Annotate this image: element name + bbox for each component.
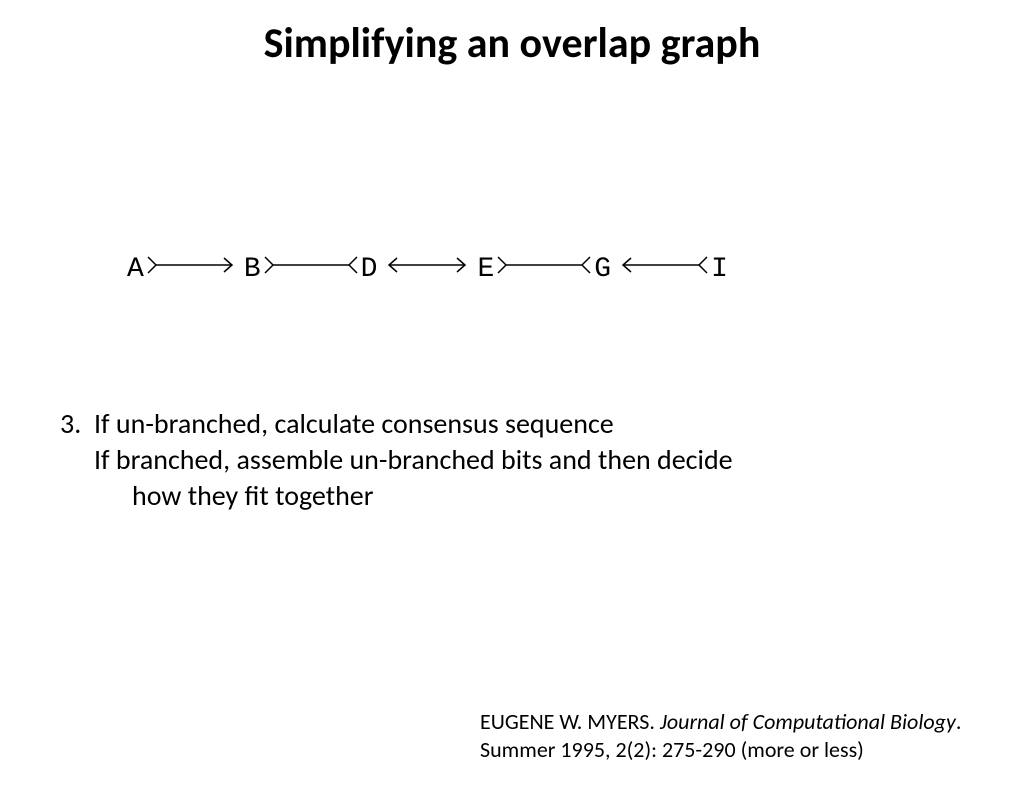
citation-journal: Journal of Computational Biology xyxy=(660,708,956,735)
citation-author: EUGENE W. MYERS. xyxy=(480,708,655,735)
body-line-1: If un-branched, calculate consensus sequ… xyxy=(94,406,614,441)
graph-node-G: G xyxy=(592,254,613,285)
graph-node-B: B xyxy=(242,254,263,285)
body-line-2: If branched, assemble un-branched bits a… xyxy=(94,442,940,478)
list-number: 3. xyxy=(60,406,94,442)
graph-edge-A-B xyxy=(146,253,242,286)
body-line-3: how they fit together xyxy=(132,478,940,514)
graph-node-A: A xyxy=(125,254,146,285)
overlap-graph: A B D E G xyxy=(125,253,905,286)
graph-edge-E-G xyxy=(496,253,592,286)
graph-edge-G-I xyxy=(613,253,709,286)
body-text: 3.If un-branched, calculate consensus se… xyxy=(60,406,940,513)
graph-edge-D-E xyxy=(379,253,475,286)
graph-edge-B-D xyxy=(263,253,359,286)
graph-node-D: D xyxy=(359,254,380,285)
graph-node-E: E xyxy=(475,254,496,285)
slide-title: Simplifying an overlap graph xyxy=(0,18,1024,69)
graph-node-I: I xyxy=(709,254,730,285)
citation: EUGENE W. MYERS. Journal of Computationa… xyxy=(480,708,1000,764)
